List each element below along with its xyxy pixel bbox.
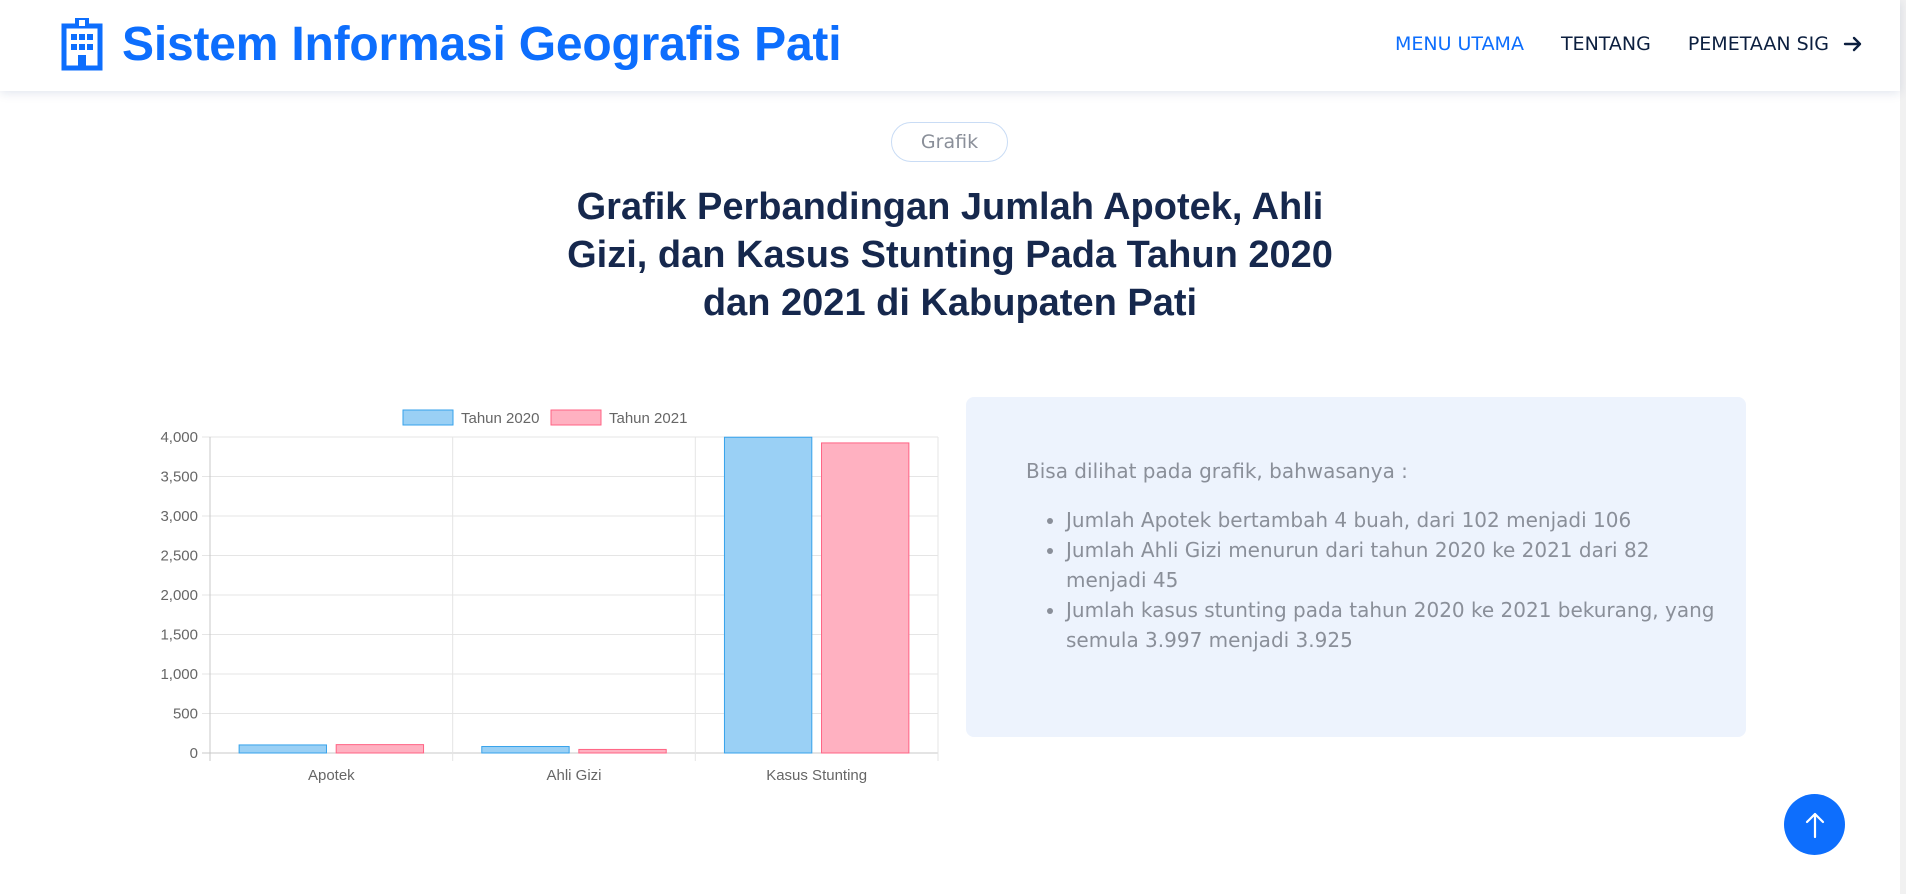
building-icon (61, 17, 103, 70)
x-tick-label: Kasus Stunting (766, 767, 867, 784)
card-intro: Bisa dilihat pada grafik, bahwasanya : (1026, 459, 1408, 483)
arrow-up-icon (1805, 812, 1824, 838)
list-item: Jumlah kasus stunting pada tahun 2020 ke… (1066, 595, 1736, 655)
site-header: Sistem Informasi Geografis Pati MENU UTA… (0, 0, 1900, 91)
y-tick-label: 1,500 (160, 627, 198, 644)
y-tick-label: 3,500 (160, 469, 198, 486)
bar (821, 442, 910, 754)
legend-label: Tahun 2020 (461, 410, 539, 427)
info-card: Bisa dilihat pada grafik, bahwasanya : J… (966, 397, 1746, 737)
bar (723, 436, 813, 754)
y-tick-label: 2,000 (160, 587, 198, 604)
y-tick-label: 4,000 (160, 429, 198, 446)
section-badge: Grafik (891, 122, 1008, 162)
bar (238, 744, 327, 754)
bar-chart: 0 500 1,000 1,500 2,000 2,500 3,000 3,500 4,000 A… (140, 400, 940, 790)
y-tick-label: 1,000 (160, 666, 198, 683)
x-tick-label: Apotek (308, 767, 355, 784)
nav-tentang[interactable]: TENTANG (1560, 33, 1651, 55)
x-tick-label: Ahli Gizi (546, 767, 601, 784)
chart-canvas: 0 500 1,000 1,500 2,000 2,500 3,000 3,500 4,000 A… (160, 409, 939, 784)
card-list: Jumlah Apotek bertambah 4 buah, dari 102… (1026, 505, 1736, 655)
nav-menu-utama[interactable]: MENU UTAMA (1394, 33, 1524, 55)
section-title: Grafik Perbandingan Jumlah Apotek, Ahli … (567, 186, 1333, 324)
back-to-top-button[interactable] (1784, 794, 1845, 855)
main-nav: MENU UTAMA TENTANG PEMETAAN SIG (1358, 33, 1863, 55)
page-scrollbar[interactable] (1900, 0, 1906, 894)
bar (578, 748, 667, 754)
legend-swatch (402, 409, 454, 426)
legend-label: Tahun 2021 (609, 410, 687, 427)
bar (481, 746, 570, 754)
y-tick-label: 3,000 (160, 508, 198, 525)
legend-swatch (550, 409, 602, 426)
nav-pemetaan-sig[interactable]: PEMETAAN SIG (1687, 33, 1829, 55)
y-tick-label: 0 (190, 745, 198, 762)
brand[interactable]: Sistem Informasi Geografis Pati (60, 17, 842, 72)
list-item: Jumlah Apotek bertambah 4 buah, dari 102… (1066, 505, 1736, 535)
bar (335, 744, 425, 754)
list-item: Jumlah Ahli Gizi menurun dari tahun 2020… (1066, 535, 1736, 595)
y-tick-label: 2,500 (160, 548, 198, 565)
brand-title: Sistem Informasi Geografis Pati (122, 18, 842, 71)
arrow-right-icon[interactable] (1843, 34, 1863, 54)
y-tick-label: 500 (173, 706, 198, 723)
